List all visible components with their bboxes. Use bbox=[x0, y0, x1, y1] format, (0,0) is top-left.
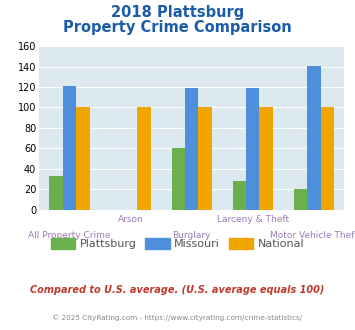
Text: All Property Crime: All Property Crime bbox=[28, 231, 111, 240]
Legend: Plattsburg, Missouri, National: Plattsburg, Missouri, National bbox=[46, 234, 309, 253]
Bar bbox=[294, 189, 307, 210]
Bar bbox=[185, 88, 198, 210]
Bar bbox=[321, 108, 334, 210]
Bar bbox=[171, 148, 185, 210]
Bar bbox=[260, 108, 273, 210]
Text: Motor Vehicle Theft: Motor Vehicle Theft bbox=[270, 231, 355, 240]
Bar bbox=[307, 66, 321, 210]
Text: Larceny & Theft: Larceny & Theft bbox=[217, 214, 289, 223]
Text: Compared to U.S. average. (U.S. average equals 100): Compared to U.S. average. (U.S. average … bbox=[30, 285, 325, 295]
Text: Arson: Arson bbox=[118, 214, 143, 223]
Bar bbox=[198, 108, 212, 210]
Text: Burglary: Burglary bbox=[173, 231, 211, 240]
Text: 2018 Plattsburg: 2018 Plattsburg bbox=[111, 5, 244, 20]
Bar bbox=[137, 108, 151, 210]
Bar bbox=[76, 108, 90, 210]
Bar bbox=[246, 88, 260, 210]
Bar bbox=[63, 86, 76, 210]
Bar bbox=[233, 181, 246, 210]
Text: Property Crime Comparison: Property Crime Comparison bbox=[63, 20, 292, 35]
Bar bbox=[49, 176, 63, 210]
Text: © 2025 CityRating.com - https://www.cityrating.com/crime-statistics/: © 2025 CityRating.com - https://www.city… bbox=[53, 314, 302, 321]
